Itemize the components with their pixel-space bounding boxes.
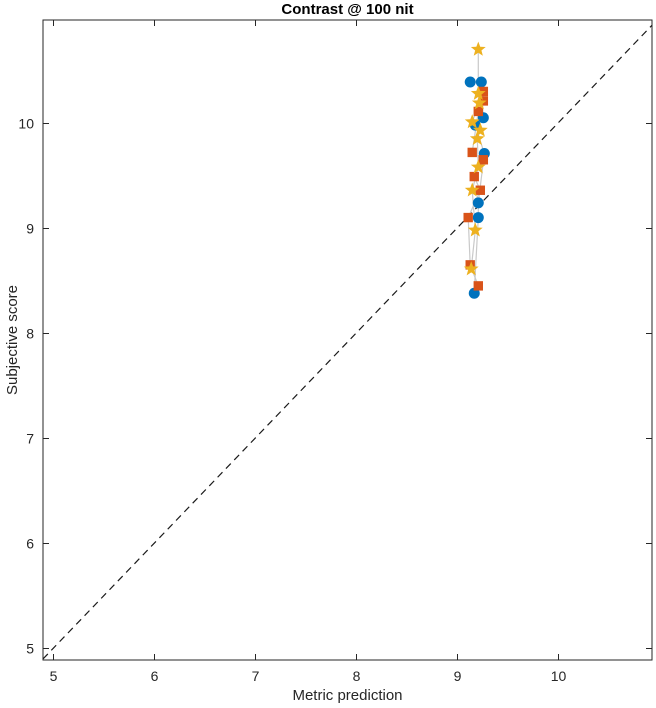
- x-axis-label: Metric prediction: [292, 687, 403, 704]
- series-squares-point: [473, 281, 483, 291]
- series-squares-point: [467, 147, 477, 158]
- y-tick-label: 9: [26, 221, 34, 237]
- series-stars-point: [463, 261, 479, 276]
- series-squares-point: [475, 185, 486, 195]
- series-stars-point: [470, 41, 486, 56]
- series-squares-point: [463, 212, 473, 223]
- identity-line: [42, 24, 653, 660]
- x-tick-label: 7: [252, 668, 260, 684]
- x-tick-label: 10: [551, 668, 567, 684]
- y-tick-label: 5: [26, 641, 34, 657]
- series-circles-point: [472, 197, 484, 209]
- axes-box: [42, 19, 653, 661]
- y-tick-label: 6: [26, 536, 34, 552]
- series-stars-point: [472, 122, 488, 137]
- series-stars-point: [470, 159, 486, 174]
- chart-title: Contrast @ 100 nit: [281, 1, 414, 18]
- series-stars-point: [464, 114, 480, 129]
- x-tick-label: 5: [50, 668, 58, 684]
- series-stars-point: [464, 182, 480, 197]
- y-tick-label: 10: [18, 116, 34, 132]
- series-stars-point: [471, 95, 487, 110]
- series-squares-point: [478, 155, 489, 165]
- y-axis-label: Subjective score: [4, 284, 21, 396]
- x-tick-label: 8: [353, 668, 361, 684]
- series-squares-point: [469, 171, 479, 182]
- series-stars-point: [467, 222, 483, 237]
- series-circles-point: [464, 76, 476, 88]
- x-tick-label: 6: [151, 668, 159, 684]
- series-circles-point: [472, 212, 484, 224]
- y-tick-label: 8: [26, 326, 34, 342]
- y-tick-label: 7: [26, 431, 34, 447]
- series-squares-point: [473, 106, 483, 117]
- series-stars-point: [470, 85, 486, 100]
- series-circles-point: [475, 76, 487, 88]
- x-tick-label: 9: [454, 668, 462, 684]
- series-stars-point: [469, 130, 485, 146]
